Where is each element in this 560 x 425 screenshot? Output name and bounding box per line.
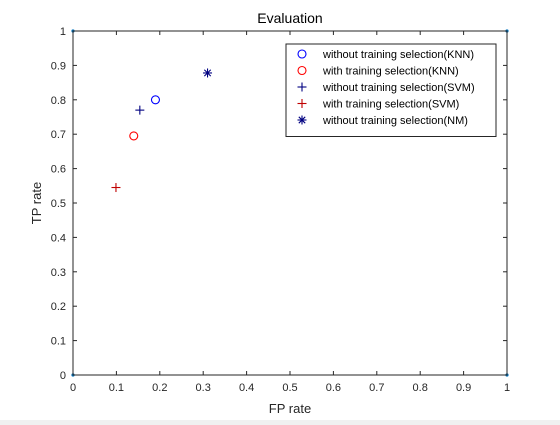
legend-marker bbox=[297, 99, 307, 108]
x-tick-label: 0.8 bbox=[413, 382, 428, 394]
legend-marker bbox=[297, 115, 307, 125]
data-point bbox=[135, 105, 145, 115]
data-point bbox=[150, 95, 161, 105]
y-tick-label: 0.8 bbox=[51, 95, 66, 107]
y-tick-label: 0.3 bbox=[51, 267, 66, 279]
y-tick-label: 0.7 bbox=[51, 129, 66, 141]
x-tick-label: 0 bbox=[70, 382, 76, 394]
legend-marker bbox=[297, 65, 307, 76]
data-point bbox=[203, 68, 213, 78]
y-tick-label: 0 bbox=[60, 370, 66, 382]
y-tick-label: 0.6 bbox=[51, 164, 66, 176]
x-tick-label: 0.6 bbox=[326, 382, 341, 394]
legend-label: without training selection(KNN) bbox=[322, 49, 474, 61]
legend-label: without training selection(SVM) bbox=[322, 82, 475, 94]
legend-label: with training selection(KNN) bbox=[322, 66, 459, 78]
y-tick-label: 0.4 bbox=[51, 232, 66, 244]
y-tick-label: 0.2 bbox=[51, 301, 66, 313]
y-axis-label: TP rate bbox=[29, 182, 44, 224]
y-tick-label: 1 bbox=[60, 26, 66, 38]
legend-label: with training selection(SVM) bbox=[322, 99, 459, 111]
x-tick-label: 0.1 bbox=[109, 382, 124, 394]
x-axis-label: FP rate bbox=[269, 401, 311, 416]
y-tick-label: 0.9 bbox=[51, 60, 66, 72]
x-tick-label: 1 bbox=[504, 382, 510, 394]
legend-marker bbox=[297, 49, 307, 59]
legend-label: without training selection(NM) bbox=[322, 115, 468, 127]
x-tick-label: 0.9 bbox=[456, 382, 471, 394]
legend-box bbox=[285, 43, 497, 137]
x-tick-label: 0.2 bbox=[152, 382, 167, 394]
y-tick-label: 0.1 bbox=[51, 336, 66, 348]
x-tick-label: 0.5 bbox=[282, 382, 297, 394]
y-tick-label: 0.5 bbox=[51, 198, 66, 210]
x-tick-label: 0.3 bbox=[196, 382, 211, 394]
x-tick-label: 0.7 bbox=[369, 382, 384, 394]
x-tick-label: 0.4 bbox=[239, 382, 254, 394]
data-point bbox=[129, 131, 139, 141]
legend-marker bbox=[297, 82, 307, 92]
chart-title: Evaluation bbox=[257, 10, 322, 26]
data-point bbox=[111, 183, 121, 193]
